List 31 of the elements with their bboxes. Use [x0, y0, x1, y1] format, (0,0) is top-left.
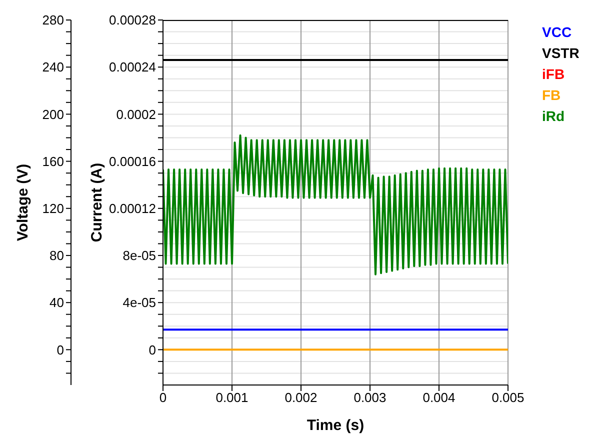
y2-tick-label: 0.0002	[116, 106, 156, 122]
text: iRd	[542, 107, 566, 126]
text: FB	[542, 86, 562, 105]
legend-label: iFB	[542, 65, 566, 84]
y-tick-label: 160	[42, 154, 64, 169]
y-tick-label: 40	[50, 295, 64, 310]
x-axis-title: Time (s)	[306, 417, 364, 434]
text: VSTR	[542, 44, 580, 63]
y-tick-label: 0	[56, 342, 64, 358]
line-series	[163, 134, 508, 276]
y2-tick-label: 0.00016	[109, 154, 156, 169]
x-tick-label: 0	[159, 390, 167, 406]
text: VCC	[542, 23, 573, 42]
y-tick-label: 200	[42, 106, 64, 122]
x-tick-label: 0.002	[284, 390, 318, 406]
y2-tick-label: 4e-05	[122, 295, 156, 310]
y-tick-label: 80	[50, 248, 64, 264]
y-axis-title: Voltage (V)	[14, 164, 32, 242]
y-tick-label: 280	[42, 12, 64, 28]
x-tick-label: 0.005	[492, 390, 524, 406]
y-tick-label: 240	[42, 60, 64, 75]
y2-tick-label: 0.00012	[109, 201, 156, 216]
y-tick-label: 120	[42, 201, 64, 216]
y2-axis-title: Current (A)	[88, 162, 106, 242]
y2-tick-label: 0.00024	[109, 60, 156, 75]
y2-tick-label: 0	[148, 342, 156, 358]
x-tick-label: 0.004	[422, 390, 456, 406]
x-tick-label: 0.003	[354, 390, 386, 406]
y2-tick-label: 8e-05	[122, 248, 156, 264]
x-tick-label: 0.001	[216, 390, 248, 406]
y2-tick-label: 0.00028	[109, 12, 156, 28]
